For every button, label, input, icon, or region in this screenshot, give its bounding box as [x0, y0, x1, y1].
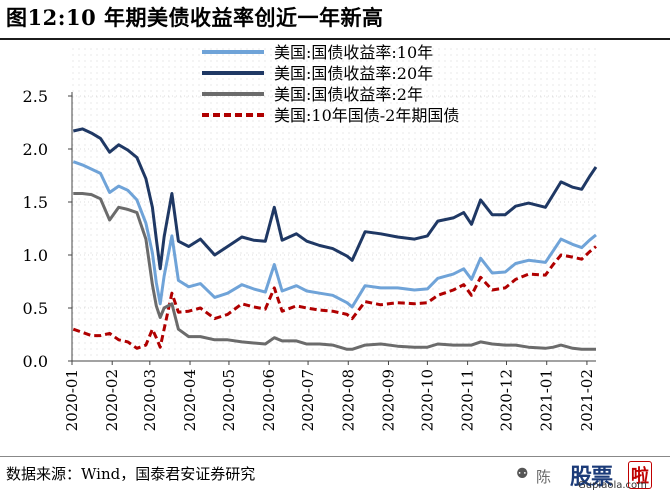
watermark-gupiao: 股票 [570, 465, 613, 490]
x-tick-label: 2021-01 [538, 369, 556, 431]
y-tick-label: 0.0 [23, 352, 48, 371]
x-tick-label: 2020-12 [498, 369, 516, 431]
y-tick-label: 0.5 [23, 299, 48, 318]
plot-background [72, 46, 596, 361]
series-line-1 [72, 127, 598, 271]
chart-title: 图12:10 年期美债收益率创近一年新高 [6, 5, 384, 30]
source-divider [0, 456, 670, 457]
series-line-2 [73, 192, 596, 351]
x-tick-label: 2020-01 [63, 369, 81, 431]
x-tick-label: 2020-04 [181, 369, 199, 431]
legend-label-3: 美国:10年国债-2年期国债 [274, 106, 459, 125]
x-tick-label: 2020-08 [339, 369, 357, 431]
legend-label-2: 美国:国债收益率:2年 [274, 85, 423, 104]
x-axis-ticks: 2020-01 2020-02 2020-03 2020-04 2020-05 2020-… [63, 361, 596, 431]
plot-area [72, 46, 596, 361]
watermark-url: Gupiaola.com [578, 480, 647, 491]
y-tick-label: 1.0 [23, 246, 48, 265]
y-tick-label: 1.5 [23, 193, 48, 212]
legend-label-1: 美国:国债收益率:20年 [274, 64, 433, 83]
line-chart: 0.0 0.5 1.0 1.5 2.0 2.5 2020-01 2020-02 2020-03… [23, 43, 598, 431]
series-line-3 [72, 245, 597, 350]
x-tick-label: 2020-06 [260, 369, 278, 431]
y-axis-ticks: 0.0 0.5 1.0 1.5 2.0 2.5 [23, 87, 72, 371]
x-tick-label: 2020-10 [418, 369, 436, 431]
series-lines [72, 127, 598, 351]
x-tick-label: 2020-11 [459, 369, 477, 431]
x-tick-label: 2020-02 [103, 369, 121, 431]
x-tick-label: 2020-05 [220, 369, 238, 431]
x-tick-label: 2020-09 [379, 369, 397, 431]
title-divider [0, 38, 670, 40]
x-tick-label: 2020-07 [299, 369, 317, 431]
legend-label-0: 美国:国债收益率:10年 [274, 43, 433, 62]
y-tick-label: 2.0 [23, 140, 48, 159]
y-tick-label: 2.5 [23, 87, 48, 106]
x-tick-label: 2020-03 [141, 369, 159, 431]
source-note: 数据来源：Wind，国泰君安证券研究 [6, 465, 256, 483]
watermark-chen: 陈 [536, 468, 552, 486]
series-line-0 [72, 160, 597, 309]
wechat-icon: ⚉ [516, 466, 529, 482]
x-tick-label: 2021-02 [578, 369, 596, 431]
chart-legend: 美国:国债收益率:10年美国:国债收益率:20年美国:国债收益率:2年美国:10… [202, 43, 459, 125]
watermark-la: 啦 [628, 461, 652, 489]
chart-axes [71, 92, 596, 362]
